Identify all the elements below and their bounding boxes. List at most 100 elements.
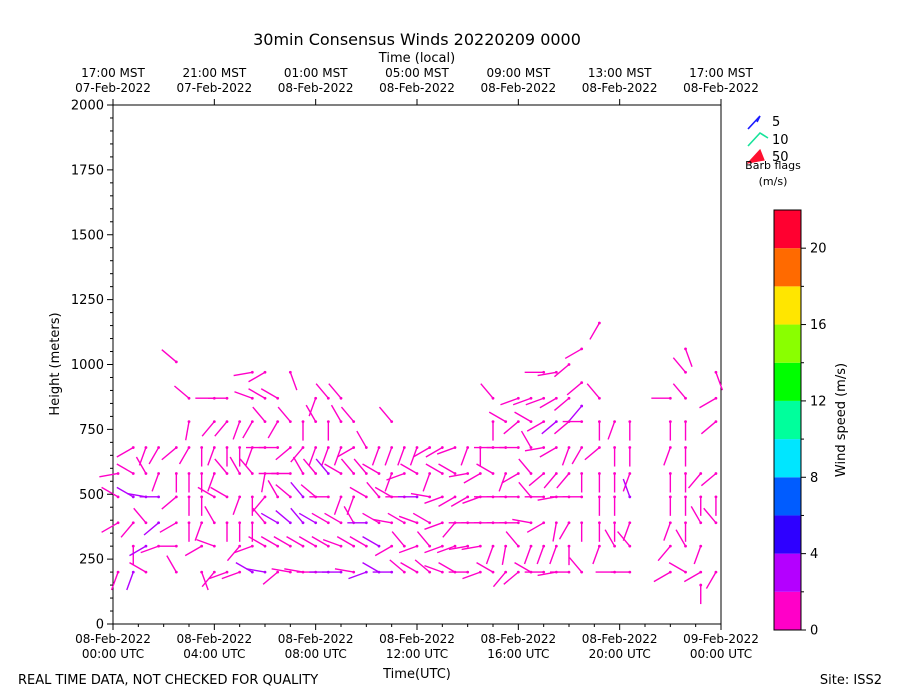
- barb-station-dot: [352, 420, 356, 423]
- barb-station-dot: [288, 446, 292, 449]
- wind-barb: [424, 544, 444, 554]
- barb-staff: [330, 404, 342, 422]
- barb-station-dot: [238, 544, 242, 548]
- barb-staff: [391, 531, 405, 547]
- barb-staff: [589, 322, 601, 340]
- barb-staff: [568, 557, 583, 573]
- barb-station-dot: [567, 570, 571, 574]
- wind-barb: [552, 521, 558, 542]
- barb-staff: [349, 536, 367, 547]
- barb-station-dot: [714, 472, 718, 475]
- wind-barb: [353, 458, 368, 475]
- barb-staff: [161, 496, 177, 510]
- barb-staff: [248, 536, 266, 547]
- wind-barbs: [99, 321, 724, 605]
- barb-station-dot: [580, 570, 584, 574]
- wind-barb: [116, 486, 135, 499]
- barb-staff: [553, 363, 570, 378]
- wind-barb: [101, 486, 120, 499]
- barb-staff: [389, 559, 405, 573]
- barb-station-dot: [390, 544, 394, 548]
- barb-station-dot: [516, 544, 520, 548]
- wind-barb: [501, 472, 520, 484]
- wind-barb: [308, 446, 318, 466]
- legend-barb-10-icon: [747, 131, 769, 147]
- barb-station-dot: [238, 570, 242, 574]
- y-axis-label: Height (meters): [48, 312, 63, 415]
- legend-item-10: 10: [747, 131, 789, 148]
- wind-barb: [503, 420, 520, 435]
- wind-barb: [500, 396, 520, 406]
- wind-barb: [598, 521, 601, 542]
- plot-area: [112, 104, 722, 625]
- barb-station-dot: [402, 544, 406, 548]
- chart-title: 30min Consensus Winds 20220209 0000: [253, 30, 581, 49]
- barb-staff: [705, 571, 717, 589]
- wind-barb: [301, 420, 305, 441]
- wind-barb: [324, 512, 343, 525]
- wind-barb: [541, 420, 558, 435]
- wind-barb: [290, 446, 305, 463]
- barb-station-dot: [212, 570, 216, 574]
- x-axis-label: Time(UTC): [382, 667, 451, 682]
- wind-barb: [438, 495, 457, 507]
- barb-staff: [252, 406, 266, 423]
- barb-staff: [116, 446, 134, 458]
- barb-staff: [248, 371, 266, 383]
- wind-barb: [424, 564, 444, 574]
- wind-barb: [622, 472, 632, 492]
- colorbar-segment: [774, 286, 801, 325]
- wind-barb: [196, 538, 216, 548]
- barb-station-dot: [478, 472, 482, 475]
- barb-staff: [543, 473, 557, 489]
- wind-barb: [580, 521, 584, 542]
- barb-station-dot: [567, 446, 571, 449]
- wind-barb: [187, 495, 191, 516]
- barb-station-dot: [250, 495, 254, 499]
- x-tick-time: 16:00 UTC: [487, 647, 549, 661]
- top-tick-date: 08-Feb-2022: [582, 81, 658, 95]
- barb-staff: [116, 486, 134, 498]
- barb-staff: [528, 472, 545, 487]
- y-tick-label: 250: [79, 553, 104, 568]
- barb-station-dot: [339, 472, 343, 475]
- wind-barb: [214, 420, 229, 437]
- wind-barb: [322, 570, 343, 574]
- wind-barb: [356, 430, 368, 449]
- barb-station-dot: [466, 570, 470, 574]
- x-tick-date: 08-Feb-2022: [480, 632, 556, 646]
- barb-station-dot: [144, 570, 148, 574]
- barb-station-dot: [212, 472, 216, 475]
- wind-barb: [286, 536, 305, 548]
- barb-station-dot: [276, 420, 280, 423]
- barb-station-dot: [415, 570, 419, 574]
- wind-barb: [568, 404, 584, 422]
- barb-station-dot: [364, 472, 368, 475]
- barb-station-dot: [440, 521, 444, 525]
- barb-station-dot: [364, 495, 368, 499]
- wind-barb: [229, 456, 242, 475]
- wind-barb: [657, 544, 672, 562]
- barb-staff: [536, 545, 545, 565]
- wind-barb: [126, 570, 135, 591]
- barb-staff: [135, 456, 147, 474]
- barb-station-dot: [157, 446, 161, 449]
- barb-staff: [539, 397, 557, 409]
- barb-staff: [308, 447, 317, 466]
- wind-barb: [567, 544, 571, 566]
- barb-station-dot: [339, 446, 343, 449]
- top-tick-date: 07-Feb-2022: [75, 81, 151, 95]
- barb-staff: [275, 447, 291, 461]
- barb-station-dot: [288, 544, 292, 548]
- wind-barb: [194, 521, 204, 541]
- wind-barb: [491, 420, 495, 441]
- wind-barb: [290, 507, 305, 525]
- barb-staff: [503, 421, 519, 435]
- wind-barb: [391, 531, 406, 548]
- barb-station-dot: [478, 570, 482, 574]
- x-tick-time: 00:00 UTC: [690, 647, 752, 661]
- barb-staff: [653, 571, 671, 583]
- wind-barb: [714, 495, 718, 516]
- wind-barb: [617, 531, 632, 548]
